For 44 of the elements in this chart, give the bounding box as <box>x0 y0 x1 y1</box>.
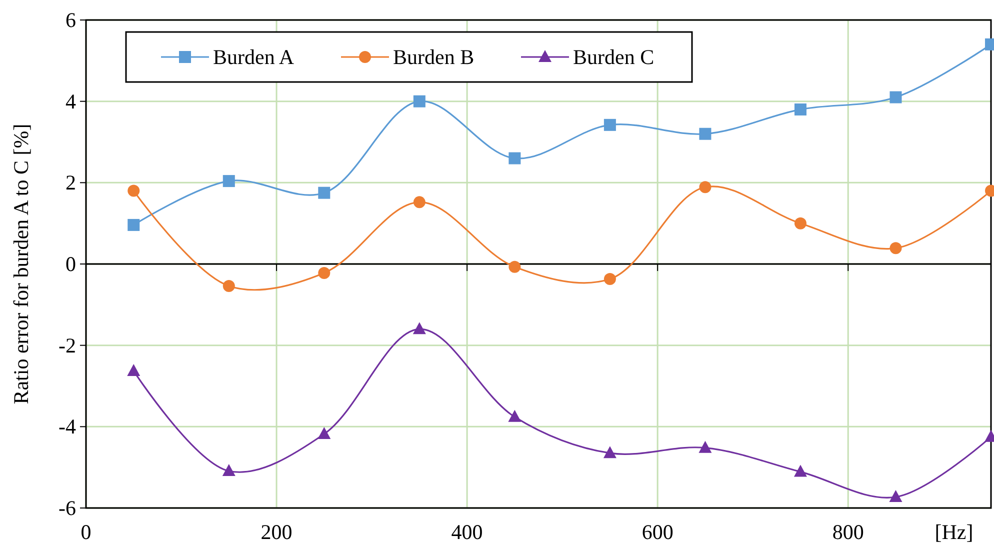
x-axis-title: [Hz] <box>934 520 974 544</box>
point <box>508 152 521 164</box>
point <box>318 266 330 279</box>
y-tick-label: 6 <box>66 8 76 32</box>
x-tick-label: 400 <box>451 520 483 544</box>
point <box>604 273 616 286</box>
point <box>127 364 140 376</box>
point <box>128 184 140 197</box>
point <box>603 446 616 458</box>
point <box>413 196 426 208</box>
point <box>890 242 902 254</box>
point <box>128 218 140 231</box>
point <box>318 186 330 199</box>
point <box>222 280 235 292</box>
point <box>508 260 521 273</box>
point <box>508 410 522 422</box>
x-tick-label: 800 <box>832 520 864 544</box>
point <box>699 128 712 140</box>
point <box>412 322 426 334</box>
x-tick-label: 600 <box>642 520 674 544</box>
point <box>222 464 236 476</box>
point <box>318 426 331 439</box>
y-tick-label: 0 <box>66 252 76 276</box>
y-tick-label: 2 <box>66 170 76 195</box>
y-tick-label: 4 <box>66 89 76 114</box>
point <box>222 175 235 188</box>
point <box>698 440 712 453</box>
legend-label: Burden B <box>393 45 474 69</box>
point <box>413 95 426 108</box>
y-tick-label: -2 <box>58 333 76 358</box>
point <box>794 217 806 230</box>
y-tick-label: -4 <box>58 414 76 439</box>
point <box>794 103 806 116</box>
y-axis-title: Ratio error for burden A to C [%] <box>9 124 33 404</box>
point <box>794 464 807 477</box>
y-tick-label: -6 <box>58 496 76 520</box>
x-tick-label: 0 <box>80 520 92 544</box>
legend-label: Burden A <box>213 45 295 69</box>
point <box>699 181 712 194</box>
legend-label: Burden C <box>573 45 654 69</box>
x-tick-label: 200 <box>260 520 292 544</box>
point <box>890 91 902 104</box>
point <box>604 118 616 131</box>
point <box>889 490 902 502</box>
